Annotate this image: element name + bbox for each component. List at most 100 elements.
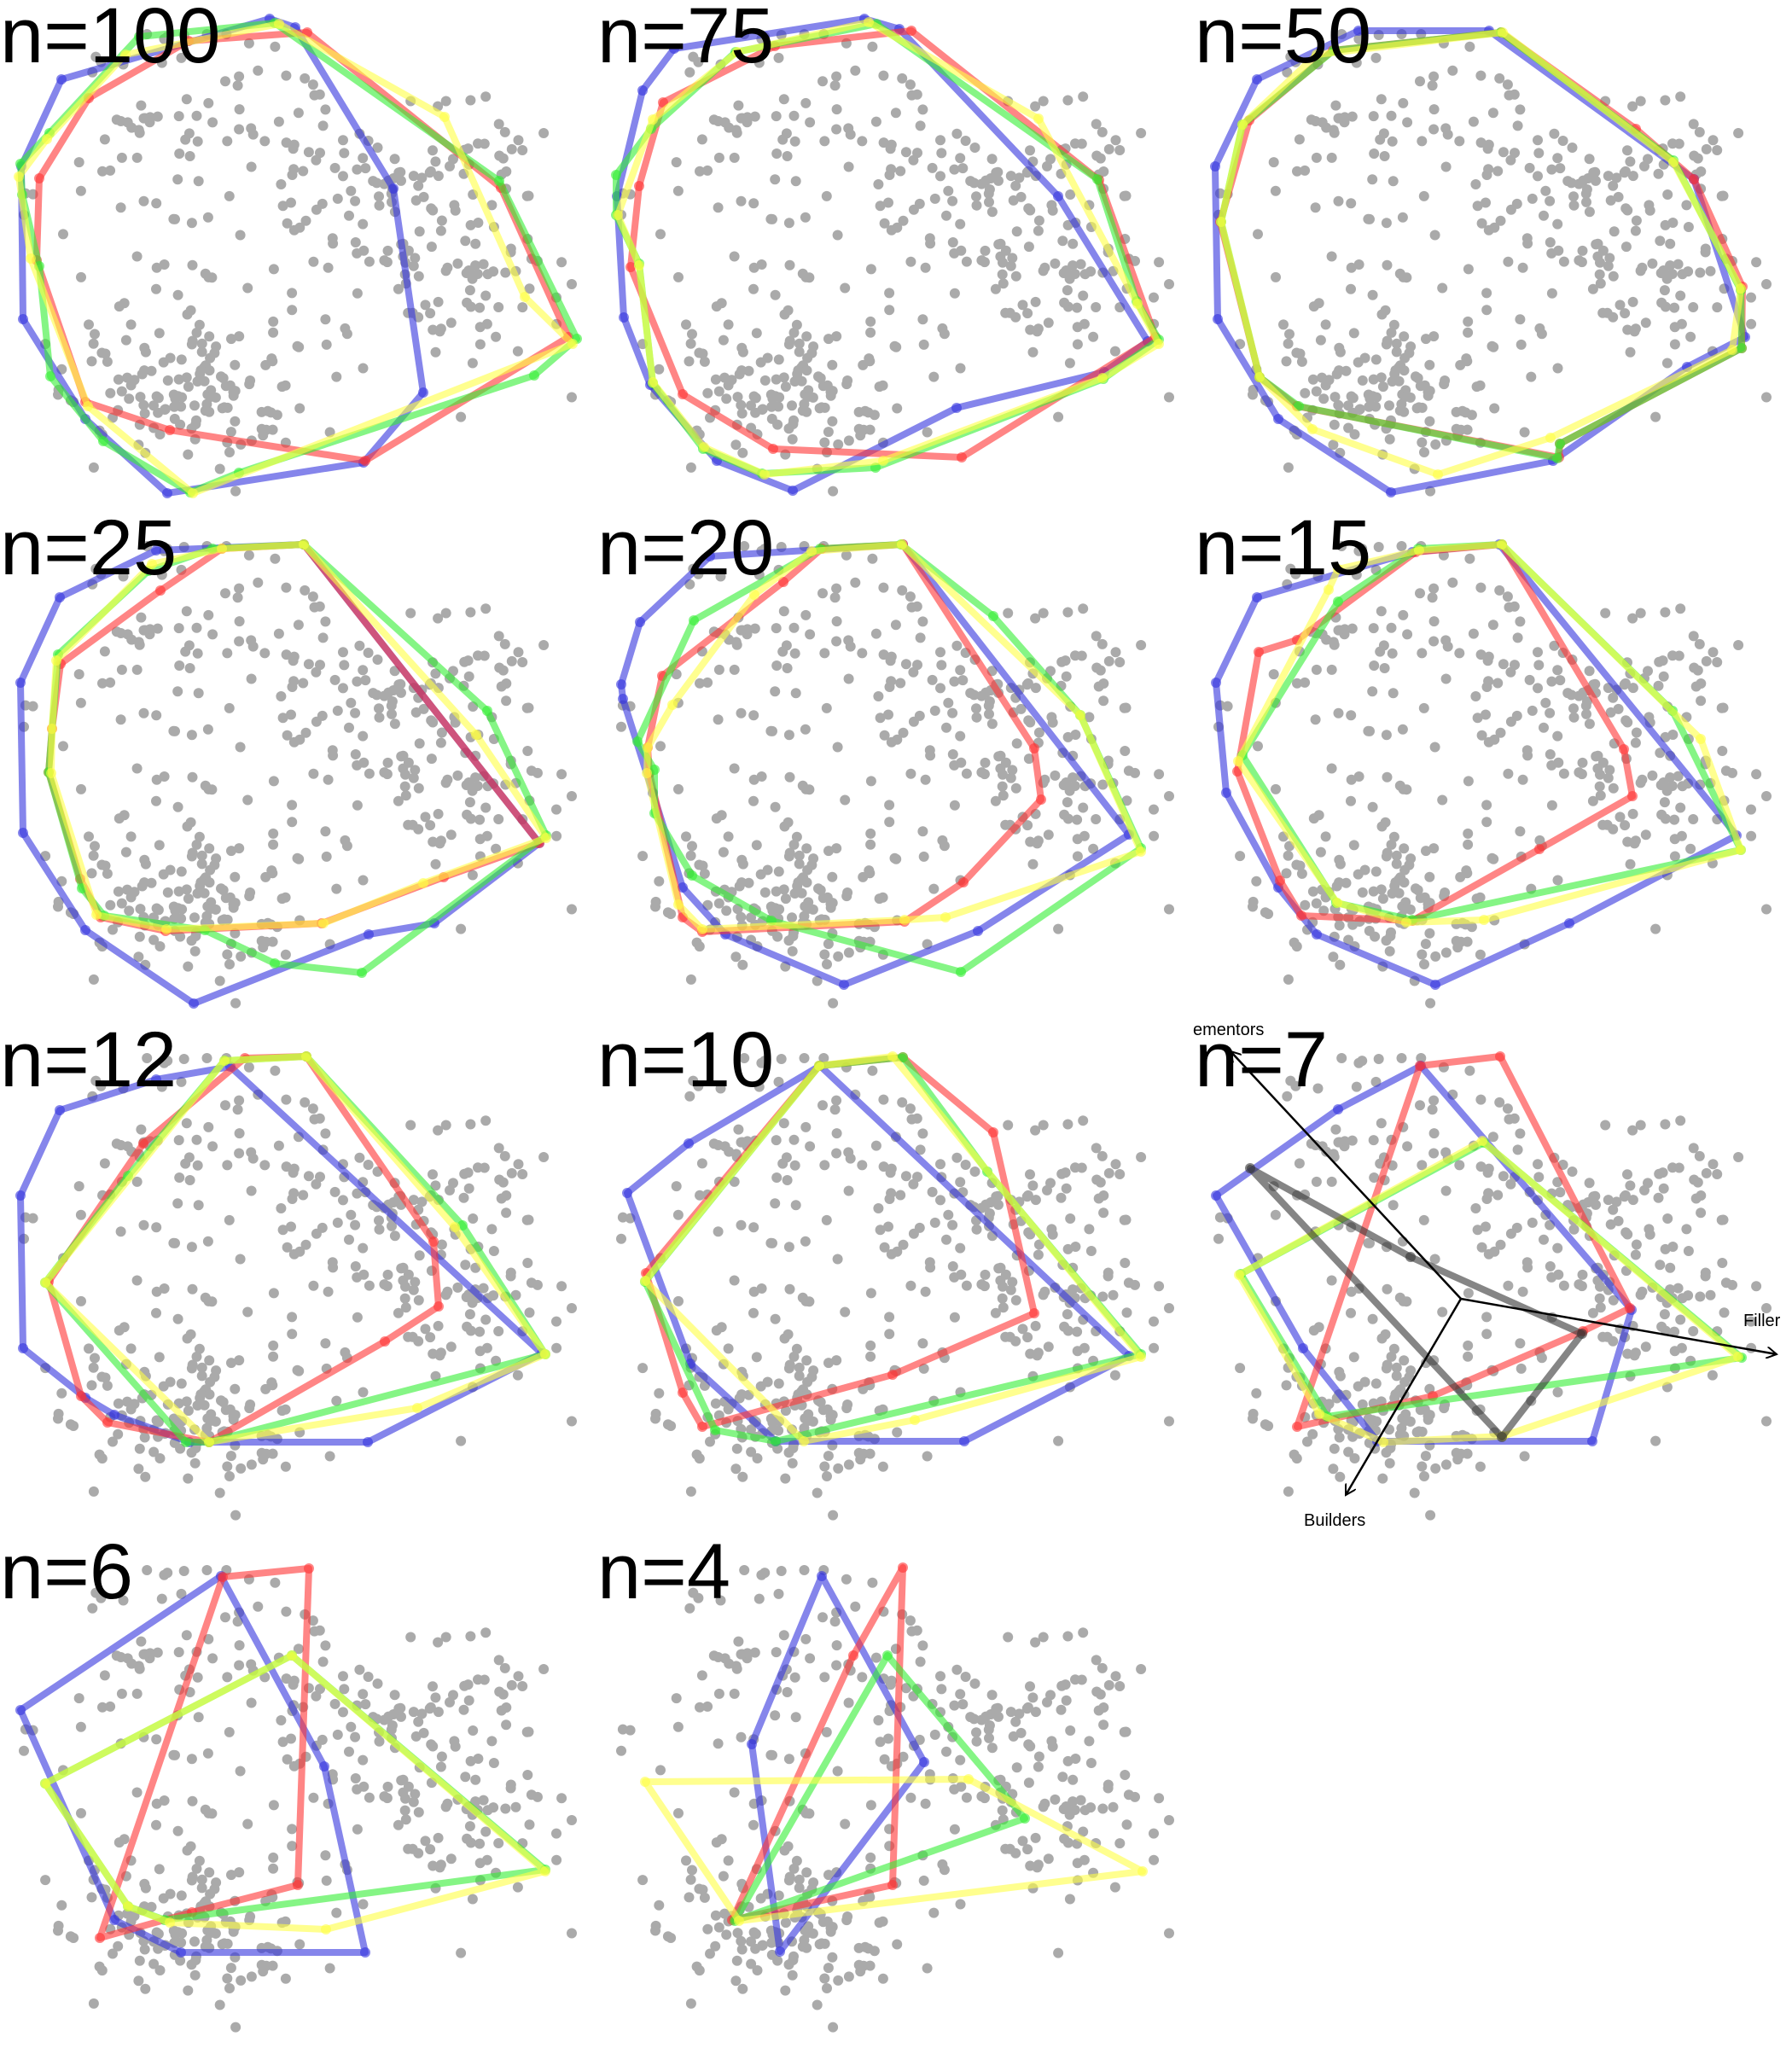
- series-vertex: [667, 700, 678, 710]
- scatter-point: [710, 1910, 721, 1921]
- scatter-point: [875, 1737, 886, 1748]
- scatter-point: [321, 1875, 332, 1886]
- scatter-point: [445, 317, 457, 329]
- scatter-point: [1667, 138, 1678, 149]
- scatter-point: [1294, 1158, 1305, 1169]
- scatter-point: [311, 716, 322, 727]
- scatter-point: [823, 1870, 834, 1881]
- scatter-point: [407, 1843, 418, 1854]
- scatter-point: [1072, 1326, 1083, 1337]
- scatter-point: [491, 331, 502, 342]
- scatter-point: [870, 116, 881, 127]
- scatter-point: [99, 1670, 110, 1681]
- scatter-point: [1630, 225, 1641, 236]
- scatter-point: [1359, 1376, 1370, 1388]
- scatter-point: [154, 1453, 166, 1463]
- scatter-point: [1377, 893, 1388, 905]
- scatter-point: [224, 447, 235, 457]
- scatter-point: [202, 1748, 213, 1759]
- scatter-point: [40, 1875, 51, 1886]
- scatter-point: [323, 262, 334, 273]
- scatter-point: [1540, 697, 1551, 708]
- series-polygon: [1234, 541, 1636, 924]
- scatter-point: [1064, 358, 1075, 369]
- scatter-point: [1072, 339, 1083, 350]
- scatter-point: [267, 936, 278, 947]
- scatter-point: [951, 1664, 963, 1675]
- scatter-point: [1654, 656, 1665, 667]
- scatter-point: [671, 1693, 682, 1704]
- scatter-point: [1498, 1171, 1509, 1182]
- scatter-point: [1567, 143, 1578, 153]
- series-vertex: [1414, 545, 1424, 556]
- scatter-point: [1595, 790, 1606, 801]
- scatter-point: [1078, 603, 1089, 614]
- scatter-point: [1011, 226, 1022, 237]
- scatter-point: [1328, 951, 1339, 963]
- scatter-point: [1015, 703, 1027, 714]
- scatter-point: [1039, 774, 1050, 785]
- scatter-point: [358, 757, 369, 768]
- scatter-point: [1388, 688, 1399, 699]
- scatter-point: [458, 1704, 469, 1715]
- scatter-point: [746, 1446, 757, 1457]
- scatter-point: [379, 690, 390, 701]
- scatter-point: [225, 427, 236, 438]
- scatter-point: [1555, 163, 1566, 174]
- scatter-point: [405, 608, 416, 619]
- scatter-point: [226, 1358, 236, 1369]
- scatter-point: [176, 1890, 187, 1901]
- scatter-point: [1214, 1212, 1225, 1223]
- scatter-point: [235, 1254, 246, 1265]
- scatter-point: [1716, 1214, 1727, 1225]
- scatter-point: [819, 648, 830, 659]
- scatter-point: [873, 691, 884, 701]
- scatter-point: [1418, 190, 1429, 201]
- scatter-point: [788, 110, 800, 121]
- scatter-point: [172, 686, 183, 697]
- scatter-point: [173, 1647, 184, 1658]
- scatter-point: [1253, 229, 1263, 240]
- scatter-point: [1347, 919, 1359, 930]
- scatter-point: [207, 1653, 218, 1664]
- scatter-point: [268, 327, 279, 338]
- scatter-point: [408, 1284, 419, 1295]
- scatter-point: [311, 666, 322, 678]
- scatter-point: [732, 1928, 743, 1939]
- scatter-point: [203, 1121, 214, 1132]
- scatter-point: [1675, 1115, 1686, 1126]
- scatter-point: [951, 640, 963, 651]
- series-polygon: [1218, 29, 1744, 478]
- scatter-point: [292, 340, 303, 352]
- scatter-point: [753, 57, 765, 68]
- scatter-point: [228, 1414, 239, 1425]
- scatter-point: [538, 1664, 550, 1674]
- scatter-point: [748, 1286, 759, 1297]
- scatter-point: [867, 1577, 878, 1588]
- scatter-point: [831, 1148, 842, 1159]
- scatter-point: [277, 1225, 288, 1236]
- scatter-point: [908, 1178, 919, 1190]
- scatter-point: [328, 1262, 339, 1273]
- scatter-point: [1420, 1451, 1431, 1462]
- scatter-point: [474, 814, 486, 825]
- series-vertex: [91, 910, 102, 920]
- scatter-point: [94, 1961, 105, 1972]
- scatter-point: [567, 1303, 577, 1313]
- scatter-point: [174, 1172, 185, 1183]
- scatter-point: [710, 374, 721, 385]
- scatter-point: [928, 371, 940, 382]
- scatter-point: [780, 381, 791, 393]
- scatter-point: [1387, 136, 1398, 147]
- scatter-point: [789, 136, 800, 147]
- scatter-point: [488, 1290, 499, 1301]
- scatter-point: [947, 707, 958, 719]
- scatter-point: [1030, 1195, 1041, 1206]
- scatter-point: [1627, 1195, 1638, 1206]
- scatter-point: [801, 365, 812, 376]
- scatter-point: [753, 1593, 765, 1604]
- scatter-point: [139, 1944, 150, 1955]
- scatter-point: [906, 1114, 917, 1125]
- scatter-point: [234, 331, 245, 342]
- scatter-point: [1324, 375, 1335, 386]
